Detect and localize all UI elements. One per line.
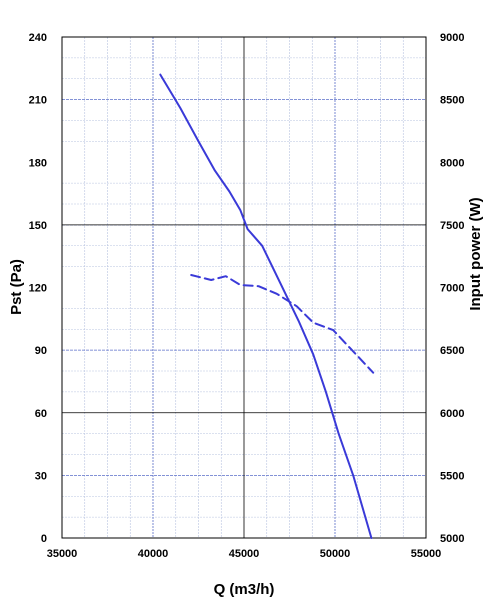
right-y-tick-label: 7500	[440, 220, 464, 232]
x-tick-label: 35000	[47, 548, 78, 560]
left-y-tick-label: 210	[29, 95, 47, 107]
left-y-tick-label: 60	[35, 408, 47, 420]
left-y-tick-label: 120	[29, 283, 47, 295]
right-y-tick-label: 8500	[440, 95, 464, 107]
series-layer	[159, 73, 375, 539]
left-y-tick-label: 90	[35, 345, 47, 357]
left-y-axis-title: Pst (Pa)	[8, 259, 25, 315]
x-tick-label: 50000	[320, 548, 351, 560]
right-y-tick-label: 6500	[440, 345, 464, 357]
left-y-tick-label: 0	[41, 533, 47, 545]
left-y-tick-label: 240	[29, 32, 47, 44]
grid-major	[62, 37, 426, 538]
left-y-tick-label: 30	[35, 470, 47, 482]
right-y-tick-label: 6000	[440, 408, 464, 420]
x-tick-label: 55000	[411, 548, 442, 560]
x-tick-label: 45000	[229, 548, 260, 560]
left-y-tick-label: 180	[29, 157, 47, 169]
x-axis-title: Q (m3/h)	[214, 581, 275, 598]
tick-labels: 35000 40000 45000 50000 55000 0 30 60 90 120 150 18…	[29, 32, 465, 560]
power-curve	[190, 274, 375, 374]
x-tick-label: 40000	[138, 548, 169, 560]
left-y-tick-label: 150	[29, 220, 47, 232]
right-y-axis-title: Input power (W)	[467, 197, 484, 310]
pressure-curve	[159, 73, 373, 539]
plot-frame	[61, 36, 427, 539]
right-y-tick-label: 8000	[440, 157, 464, 169]
right-y-tick-label: 5000	[440, 533, 464, 545]
right-y-tick-label: 5500	[440, 470, 464, 482]
right-y-tick-label: 9000	[440, 32, 464, 44]
right-y-tick-label: 7000	[440, 283, 464, 295]
